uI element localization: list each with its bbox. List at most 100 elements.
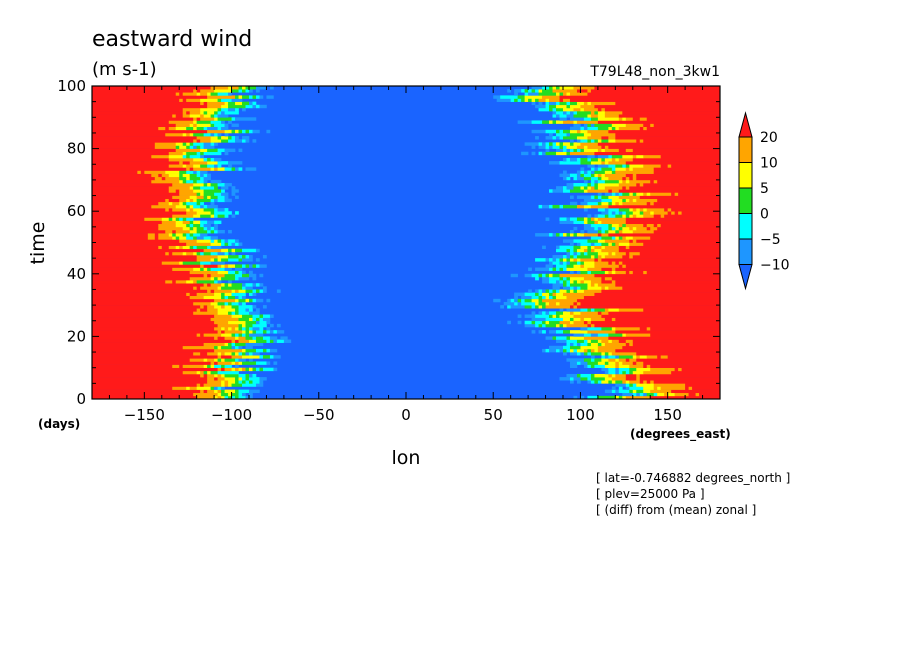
- field-cell: [175, 145, 180, 149]
- field-cell: [249, 339, 257, 343]
- field-cell: [569, 348, 574, 353]
- field-cell: [601, 314, 721, 318]
- field-cell: [172, 251, 184, 256]
- field-cell: [224, 327, 229, 331]
- field-cell: [182, 233, 187, 237]
- field-cell: [573, 120, 578, 124]
- field-cell: [168, 208, 173, 212]
- colorbar-box: [738, 187, 753, 214]
- field-cell: [186, 142, 190, 146]
- field-cell: [193, 179, 197, 184]
- field-cell: [217, 301, 225, 306]
- field-cell: [576, 89, 588, 93]
- field-cell: [601, 342, 606, 347]
- field-cell: [601, 245, 606, 250]
- field-cell: [583, 336, 609, 340]
- field-cell: [242, 295, 246, 300]
- field-cell: [653, 214, 661, 218]
- x-tick-label: −100: [211, 406, 252, 424]
- field-cell: [249, 270, 253, 275]
- field-cell: [580, 342, 588, 347]
- field-cell: [639, 251, 721, 256]
- field-cell: [608, 229, 616, 234]
- field-cell: [231, 129, 236, 134]
- field-cell: [625, 270, 630, 275]
- field-cell: [196, 245, 208, 250]
- field-cell: [262, 255, 267, 259]
- field-cell: [262, 355, 271, 359]
- field-cell: [242, 286, 246, 290]
- field-cell: [203, 208, 215, 212]
- field-cell: [252, 283, 257, 287]
- field-cell: [255, 264, 260, 268]
- field-cell: [92, 248, 204, 253]
- field-cell: [255, 361, 267, 365]
- field-cell: [545, 98, 550, 102]
- field-cell: [182, 179, 187, 184]
- field-cell: [179, 217, 184, 221]
- field-cell: [186, 198, 190, 203]
- field-cell: [217, 126, 222, 131]
- field-cell: [507, 320, 511, 325]
- field-cell: [238, 242, 243, 246]
- field-cell: [259, 355, 264, 359]
- field-cell: [573, 311, 581, 315]
- field-cell: [573, 342, 578, 347]
- field-cell: [200, 107, 218, 112]
- field-cell: [92, 245, 159, 250]
- field-cell: [632, 361, 637, 365]
- field-cell: [214, 186, 218, 190]
- field-cell: [165, 208, 170, 212]
- field-cell: [573, 301, 578, 306]
- field-cell: [569, 364, 578, 368]
- field-cell: [566, 132, 571, 137]
- field-cell: [566, 151, 571, 156]
- field-cell: [228, 342, 232, 347]
- field-cell: [238, 301, 243, 306]
- field-cell: [165, 126, 170, 131]
- field-cell: [587, 145, 602, 149]
- field-cell: [629, 179, 651, 184]
- field-cell: [535, 301, 539, 306]
- field-cell: [597, 195, 602, 199]
- field-cell: [597, 148, 602, 153]
- field-cell: [559, 217, 567, 221]
- field-cell: [576, 139, 581, 143]
- field-cell: [200, 204, 204, 209]
- field-cell: [242, 327, 246, 331]
- field-cell: [608, 370, 616, 375]
- field-cell: [549, 142, 553, 146]
- field-cell: [189, 292, 197, 297]
- field-cell: [601, 355, 606, 359]
- field-cell: [556, 129, 560, 134]
- field-cell: [231, 186, 236, 190]
- field-cell: [625, 339, 634, 343]
- field-cell: [597, 208, 606, 212]
- field-cell: [172, 208, 187, 212]
- field-cell: [646, 226, 651, 231]
- field-cell: [245, 320, 257, 325]
- field-cell: [643, 126, 648, 131]
- field-cell: [573, 258, 578, 262]
- field-cell: [569, 195, 574, 199]
- field-cell: [524, 323, 536, 328]
- field-cell: [228, 248, 232, 253]
- field-cell: [242, 258, 253, 262]
- field-cell: [552, 136, 557, 140]
- field-cell: [597, 342, 602, 347]
- field-cell: [556, 136, 560, 140]
- field-cell: [597, 251, 609, 256]
- field-cell: [196, 211, 211, 215]
- field-cell: [203, 157, 208, 162]
- field-cell: [563, 142, 571, 146]
- field-cell: [175, 204, 187, 209]
- field-cell: [580, 395, 585, 400]
- field-cell: [528, 89, 532, 93]
- field-cell: [569, 132, 585, 137]
- field-cell: [231, 248, 236, 253]
- field-cell: [214, 345, 218, 350]
- field-cell: [542, 95, 560, 99]
- field-cell: [249, 292, 253, 297]
- field-cell: [604, 370, 609, 375]
